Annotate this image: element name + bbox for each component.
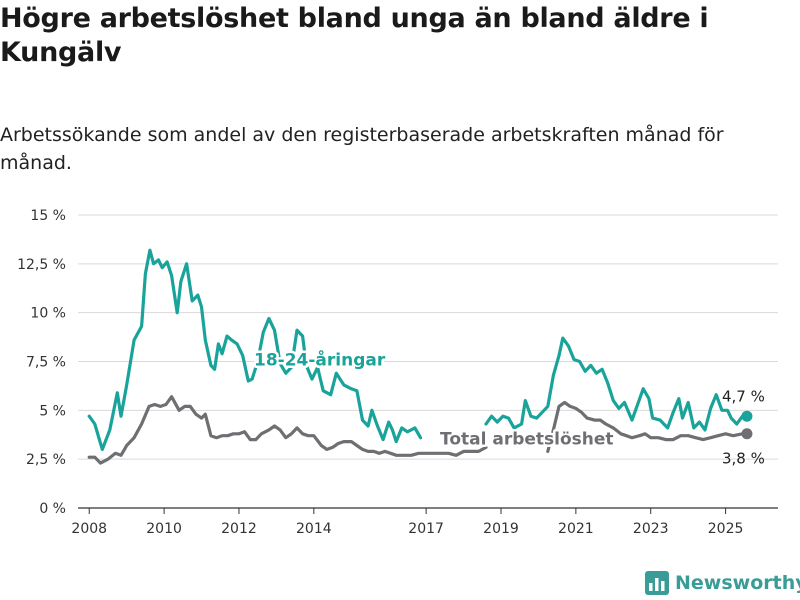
brand-name: Newsworthy	[675, 572, 800, 594]
x-tick-label: 2021	[558, 521, 594, 537]
x-tick-label: 2014	[296, 521, 332, 537]
series-line-youth	[87, 248, 423, 451]
chart-title: Högre arbetslöshet bland unga än bland ä…	[0, 3, 709, 68]
series-end-point-total	[741, 428, 753, 440]
series-line-total	[546, 400, 744, 453]
y-tick-label: 2,5 %	[26, 452, 66, 468]
chart-subtitle: Arbetssökande som andel av den registerb…	[0, 124, 724, 174]
bar-chart-logo-icon	[645, 571, 669, 595]
x-tick-label: 2023	[633, 521, 669, 537]
label-layer: 0 % 2,5 % 5 % 7,5 % 10 % 12,5 % 15 % 2008 2010 20…	[17, 208, 765, 537]
annotation-total: Total arbetslöshet	[440, 430, 614, 450]
x-tick-label: 2017	[408, 521, 444, 537]
x-tick-label: 2010	[146, 521, 182, 537]
y-tick-label: 12,5 %	[17, 257, 66, 273]
x-tick-label: 2019	[483, 521, 519, 537]
y-tick-label: 5 %	[39, 403, 66, 419]
series-line-total	[87, 395, 488, 465]
x-tick-label: 2012	[221, 521, 257, 537]
end-value-label-youth: 4,7 %	[722, 388, 765, 406]
series-line-youth	[484, 336, 744, 432]
x-tick-label: 2025	[708, 521, 744, 537]
annotation-youth: 18-24-åringar	[254, 349, 386, 371]
series-end-point-youth	[741, 410, 753, 422]
y-tick-label: 7,5 %	[26, 355, 66, 371]
y-tick-label: 15 %	[30, 208, 66, 224]
line-chart: 0 % 2,5 % 5 % 7,5 % 10 % 12,5 % 15 % 2008 2010 20…	[17, 208, 778, 537]
y-tick-label: 0 %	[39, 501, 66, 517]
newsworthy-logo[interactable]: Newsworthy	[645, 568, 800, 598]
x-tick-label: 2008	[71, 521, 107, 537]
line-layer	[87, 248, 753, 465]
y-tick-label: 10 %	[30, 306, 66, 322]
grid-layer	[78, 214, 778, 514]
end-value-label-total: 3,8 %	[722, 449, 765, 467]
